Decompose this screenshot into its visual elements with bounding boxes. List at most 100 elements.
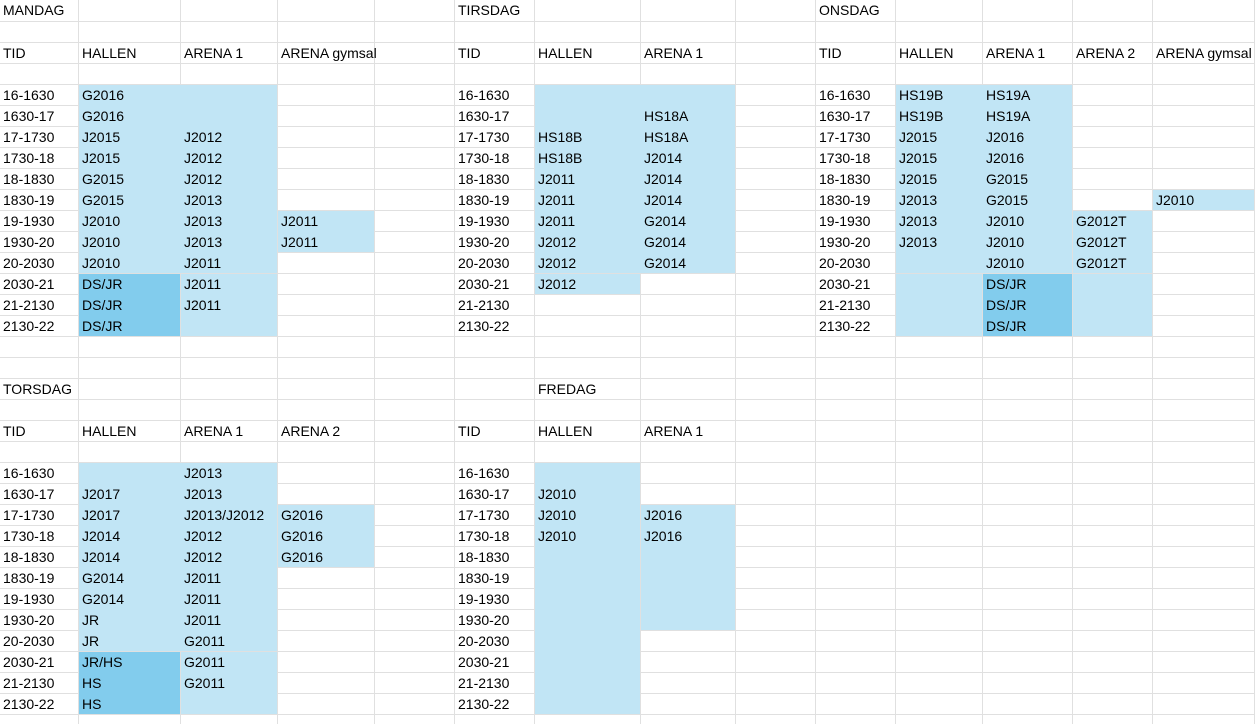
booking-cell[interactable]: HS18B (538, 150, 583, 166)
booking-cell[interactable]: J2013 (899, 192, 938, 208)
booking-cell[interactable]: J2010 (1156, 192, 1195, 208)
booking-cell[interactable]: G2011 (184, 654, 225, 670)
time-slot-cell[interactable]: 18-1830 (3, 171, 55, 187)
booking-cell[interactable]: J2011 (538, 192, 576, 208)
time-slot-cell[interactable]: 1630-17 (458, 108, 510, 124)
time-slot-cell[interactable]: 1930-20 (819, 234, 871, 250)
booking-cell[interactable]: J2012 (538, 234, 577, 250)
time-slot-cell[interactable]: 1730-18 (3, 150, 55, 166)
booking-cell[interactable]: J2010 (82, 255, 121, 271)
day-label[interactable]: MANDAG (3, 2, 65, 18)
booking-cell[interactable]: J2016 (986, 150, 1025, 166)
time-slot-cell[interactable]: 18-1830 (819, 171, 871, 187)
time-slot-cell[interactable]: 1830-19 (458, 192, 510, 208)
column-header[interactable]: TID (458, 423, 481, 439)
column-header[interactable]: ARENA 1 (644, 423, 704, 439)
time-slot-cell[interactable]: 17-1730 (3, 129, 55, 145)
booking-cell[interactable]: J2013 (184, 234, 223, 250)
booking-cell[interactable]: J2015 (82, 150, 121, 166)
time-slot-cell[interactable]: 21-2130 (819, 297, 871, 313)
booking-cell[interactable]: G2014 (82, 591, 125, 607)
day-label[interactable]: FREDAG (538, 381, 597, 397)
booking-cell[interactable]: G2016 (281, 507, 324, 523)
booking-cell[interactable]: J2011 (281, 234, 319, 250)
booking-cell[interactable]: J2013 (899, 234, 938, 250)
booking-cell[interactable]: HS19A (986, 87, 1031, 103)
time-slot-cell[interactable]: 2130-22 (3, 696, 55, 712)
time-slot-cell[interactable]: 1930-20 (458, 234, 510, 250)
booking-cell[interactable]: J2013 (184, 192, 223, 208)
booking-cell[interactable]: J2011 (184, 612, 222, 628)
time-slot-cell[interactable]: 18-1830 (3, 549, 55, 565)
time-slot-cell[interactable]: 1930-20 (458, 612, 510, 628)
booking-cell[interactable]: JR/HS (82, 654, 123, 670)
column-header[interactable]: ARENA 2 (281, 423, 341, 439)
booking-cell[interactable]: J2011 (184, 276, 222, 292)
booking-cell[interactable]: J2012 (184, 129, 223, 145)
booking-cell[interactable]: G2012T (1076, 234, 1127, 250)
column-header[interactable]: ARENA 1 (184, 45, 244, 61)
column-header[interactable]: ARENA 1 (184, 423, 244, 439)
booking-cell[interactable]: HS19A (986, 108, 1031, 124)
booking-cell[interactable]: J2017 (82, 507, 121, 523)
booking-cell[interactable]: DS/JR (986, 318, 1027, 334)
column-header[interactable]: TID (458, 45, 481, 61)
time-slot-cell[interactable]: 1630-17 (3, 486, 55, 502)
booking-cell[interactable]: J2012 (184, 549, 223, 565)
booking-cell[interactable]: J2010 (538, 528, 577, 544)
booking-cell[interactable]: G2011 (184, 633, 225, 649)
booking-cell[interactable]: J2013 (899, 213, 938, 229)
column-header[interactable]: TID (819, 45, 842, 61)
time-slot-cell[interactable]: 2130-22 (458, 318, 510, 334)
booking-cell[interactable]: G2014 (82, 570, 125, 586)
booking-cell[interactable]: J2015 (899, 150, 938, 166)
booking-cell[interactable]: G2014 (644, 255, 687, 271)
time-slot-cell[interactable]: 20-2030 (3, 633, 55, 649)
booking-cell[interactable]: J2013 (184, 213, 223, 229)
booking-cell[interactable]: J2013 (184, 486, 223, 502)
time-slot-cell[interactable]: 21-2130 (3, 297, 55, 313)
day-label[interactable]: TORSDAG (3, 381, 72, 397)
column-header[interactable]: ARENA 2 (1076, 45, 1136, 61)
time-slot-cell[interactable]: 17-1730 (819, 129, 871, 145)
booking-cell[interactable]: J2016 (986, 129, 1025, 145)
booking-cell[interactable]: J2015 (899, 171, 938, 187)
time-slot-cell[interactable]: 2130-22 (819, 318, 871, 334)
booking-cell[interactable]: J2014 (644, 171, 683, 187)
time-slot-cell[interactable]: 19-1930 (3, 591, 55, 607)
column-header[interactable]: ARENA gymsal (1156, 45, 1252, 61)
booking-cell[interactable]: J2014 (82, 528, 121, 544)
time-slot-cell[interactable]: 1630-17 (458, 486, 510, 502)
booking-cell[interactable]: G2012T (1076, 213, 1127, 229)
booking-cell[interactable]: G2014 (644, 234, 687, 250)
booking-cell[interactable]: J2011 (184, 297, 222, 313)
booking-cell[interactable]: J2010 (538, 486, 577, 502)
booking-cell[interactable]: G2016 (82, 108, 125, 124)
booking-cell[interactable]: J2011 (184, 570, 222, 586)
booking-cell[interactable]: G2016 (281, 549, 324, 565)
booking-cell[interactable]: J2012 (184, 150, 223, 166)
time-slot-cell[interactable]: 19-1930 (458, 213, 510, 229)
time-slot-cell[interactable]: 16-1630 (819, 87, 871, 103)
booking-cell[interactable]: J2014 (644, 192, 683, 208)
booking-cell[interactable]: J2016 (644, 528, 683, 544)
time-slot-cell[interactable]: 19-1930 (3, 213, 55, 229)
booking-cell[interactable]: J2011 (538, 171, 576, 187)
booking-cell[interactable]: J2015 (82, 129, 121, 145)
time-slot-cell[interactable]: 16-1630 (458, 465, 510, 481)
booking-cell[interactable]: DS/JR (82, 318, 123, 334)
booking-cell[interactable]: G2015 (986, 192, 1029, 208)
time-slot-cell[interactable]: 20-2030 (819, 255, 871, 271)
time-slot-cell[interactable]: 19-1930 (819, 213, 871, 229)
time-slot-cell[interactable]: 1930-20 (3, 612, 55, 628)
booking-cell[interactable]: G2012T (1076, 255, 1127, 271)
time-slot-cell[interactable]: 2030-21 (458, 276, 510, 292)
booking-cell[interactable]: J2011 (538, 213, 576, 229)
time-slot-cell[interactable]: 17-1730 (458, 129, 510, 145)
time-slot-cell[interactable]: 1830-19 (458, 570, 510, 586)
booking-cell[interactable]: J2011 (281, 213, 319, 229)
booking-cell[interactable]: HS18A (644, 129, 689, 145)
booking-cell[interactable]: HS19B (899, 87, 944, 103)
time-slot-cell[interactable]: 1730-18 (3, 528, 55, 544)
booking-cell[interactable]: DS/JR (986, 276, 1027, 292)
